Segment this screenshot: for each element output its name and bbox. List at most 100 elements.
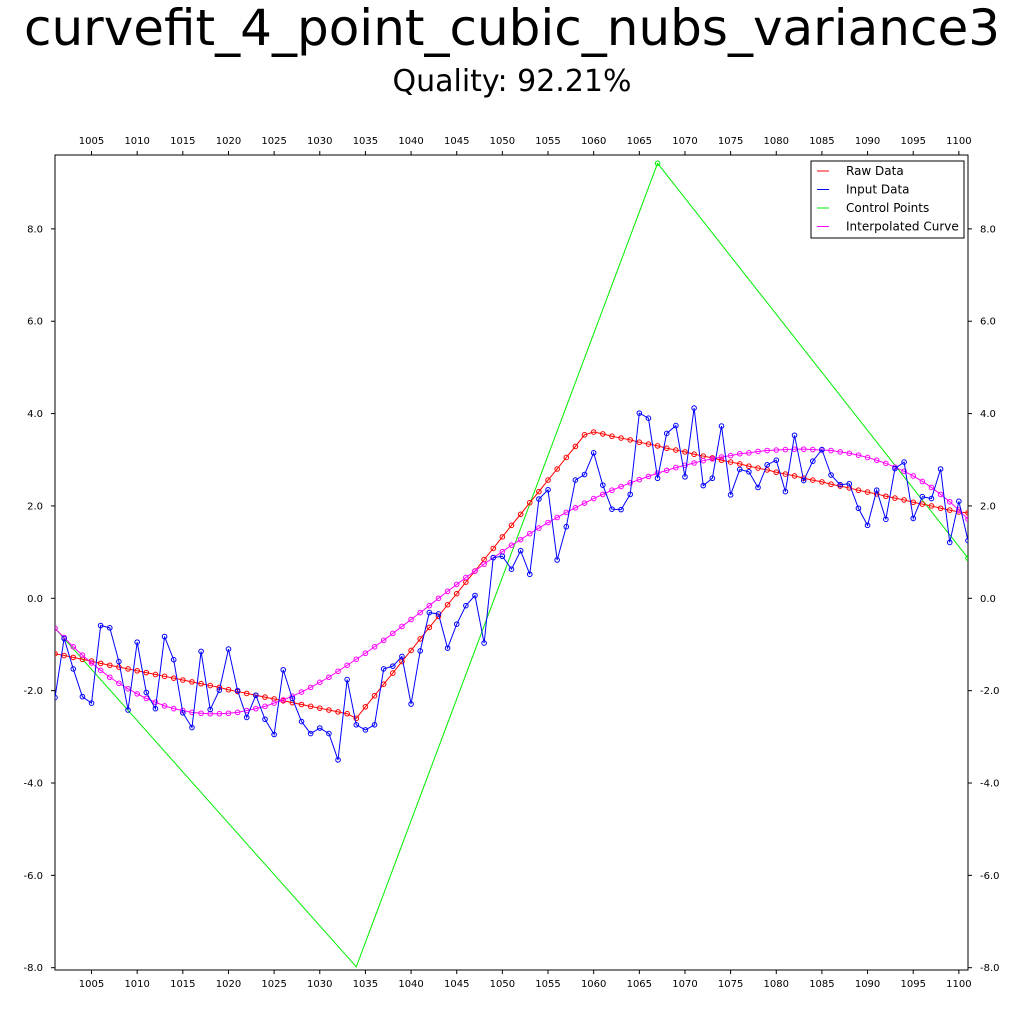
point-raw-data	[499, 534, 506, 540]
x-tick-label-bottom: 1100	[946, 979, 971, 990]
point-interpolated-curve	[910, 473, 917, 479]
x-tick-label-bottom: 1030	[307, 979, 332, 990]
point-interpolated-curve	[709, 456, 716, 462]
y-tick-label-right: -2.0	[980, 686, 1000, 697]
point-raw-data	[298, 701, 305, 708]
point-input-data	[225, 646, 232, 652]
point-raw-data	[636, 439, 643, 446]
point-input-data	[517, 547, 524, 554]
legend-item-raw-data: Raw Data	[817, 164, 904, 178]
point-interpolated-curve	[545, 519, 551, 526]
point-raw-data	[180, 677, 186, 683]
x-tick-label-top: 1060	[581, 136, 606, 147]
point-interpolated-curve	[691, 460, 697, 466]
point-interpolated-curve	[727, 452, 734, 459]
series-line-interpolated-curve	[55, 448, 968, 715]
point-input-data	[782, 488, 789, 495]
series-line-input-data	[55, 407, 968, 761]
point-control-points	[965, 555, 968, 561]
point-interpolated-curve	[408, 616, 414, 623]
point-raw-data	[946, 507, 953, 513]
point-interpolated-curve	[344, 662, 350, 669]
point-interpolated-curve	[600, 491, 606, 498]
point-raw-data	[444, 601, 451, 608]
point-raw-data	[545, 477, 551, 483]
point-input-data	[371, 722, 378, 728]
point-input-data	[472, 592, 478, 599]
legend-label: Control Points	[846, 201, 929, 215]
point-input-data	[307, 730, 314, 737]
point-input-data	[581, 471, 588, 478]
point-interpolated-curve	[837, 449, 843, 455]
point-raw-data	[928, 503, 935, 509]
point-raw-data	[417, 636, 424, 642]
point-raw-data	[225, 686, 232, 693]
point-input-data	[627, 491, 633, 498]
point-raw-data	[600, 431, 606, 437]
point-raw-data	[590, 429, 597, 435]
point-interpolated-curve	[645, 473, 652, 480]
y-tick-label-right: 0.0	[980, 594, 996, 605]
point-raw-data	[55, 650, 58, 657]
point-input-data	[819, 446, 825, 453]
legend-label: Input Data	[846, 183, 910, 197]
x-tick-label-bottom: 1015	[170, 979, 195, 990]
point-interpolated-curve	[134, 691, 140, 697]
x-tick-label-bottom: 1050	[490, 979, 515, 990]
point-input-data	[234, 687, 241, 694]
y-tick-label-right: 6.0	[980, 317, 996, 328]
point-input-data	[326, 730, 332, 737]
point-input-data	[116, 658, 122, 665]
point-input-data	[691, 405, 697, 411]
point-interpolated-curve	[572, 504, 579, 511]
plot-frame	[54, 154, 969, 971]
point-input-data	[563, 523, 570, 530]
point-input-data	[390, 663, 396, 669]
point-raw-data	[581, 432, 588, 438]
point-interpolated-curve	[106, 674, 113, 681]
point-interpolated-curve	[855, 452, 862, 458]
point-raw-data	[170, 675, 177, 681]
y-tick-label-right: 4.0	[980, 409, 996, 420]
point-input-data	[855, 505, 862, 512]
point-interpolated-curve	[773, 447, 780, 453]
point-input-data	[399, 653, 405, 660]
point-input-data	[298, 718, 305, 725]
point-input-data	[490, 554, 497, 561]
point-interpolated-curve	[526, 530, 533, 537]
point-interpolated-curve	[271, 700, 277, 706]
point-input-data	[216, 687, 223, 693]
point-raw-data	[572, 443, 579, 450]
point-interpolated-curve	[618, 483, 624, 490]
x-tick-label-top: 1050	[490, 136, 515, 147]
x-tick-label-bottom: 1060	[581, 979, 606, 990]
point-interpolated-curve	[353, 656, 360, 663]
point-interpolated-curve	[919, 478, 926, 485]
point-raw-data	[855, 487, 862, 494]
point-raw-data	[453, 590, 460, 597]
point-raw-data	[965, 510, 968, 516]
point-raw-data	[161, 673, 168, 680]
point-raw-data	[682, 449, 688, 455]
point-input-data	[243, 714, 250, 721]
point-raw-data	[654, 443, 661, 449]
point-input-data	[435, 611, 442, 617]
point-input-data	[170, 656, 177, 663]
point-raw-data	[106, 662, 113, 669]
point-interpolated-curve	[581, 500, 588, 506]
point-interpolated-curve	[755, 448, 761, 455]
x-tick-label-top: 1040	[398, 136, 423, 147]
point-interpolated-curve	[809, 446, 816, 453]
point-raw-data	[198, 680, 204, 687]
point-interpolated-curve	[170, 705, 177, 712]
x-tick-label-bottom: 1055	[535, 979, 560, 990]
point-input-data	[873, 487, 880, 494]
x-tick-label-top: 1100	[946, 136, 971, 147]
point-raw-data	[691, 451, 697, 458]
point-interpolated-curve	[800, 446, 807, 452]
x-tick-label-top: 1075	[718, 136, 743, 147]
point-input-data	[809, 458, 816, 464]
point-interpolated-curve	[883, 460, 889, 467]
x-tick-label-top: 1085	[809, 136, 834, 147]
